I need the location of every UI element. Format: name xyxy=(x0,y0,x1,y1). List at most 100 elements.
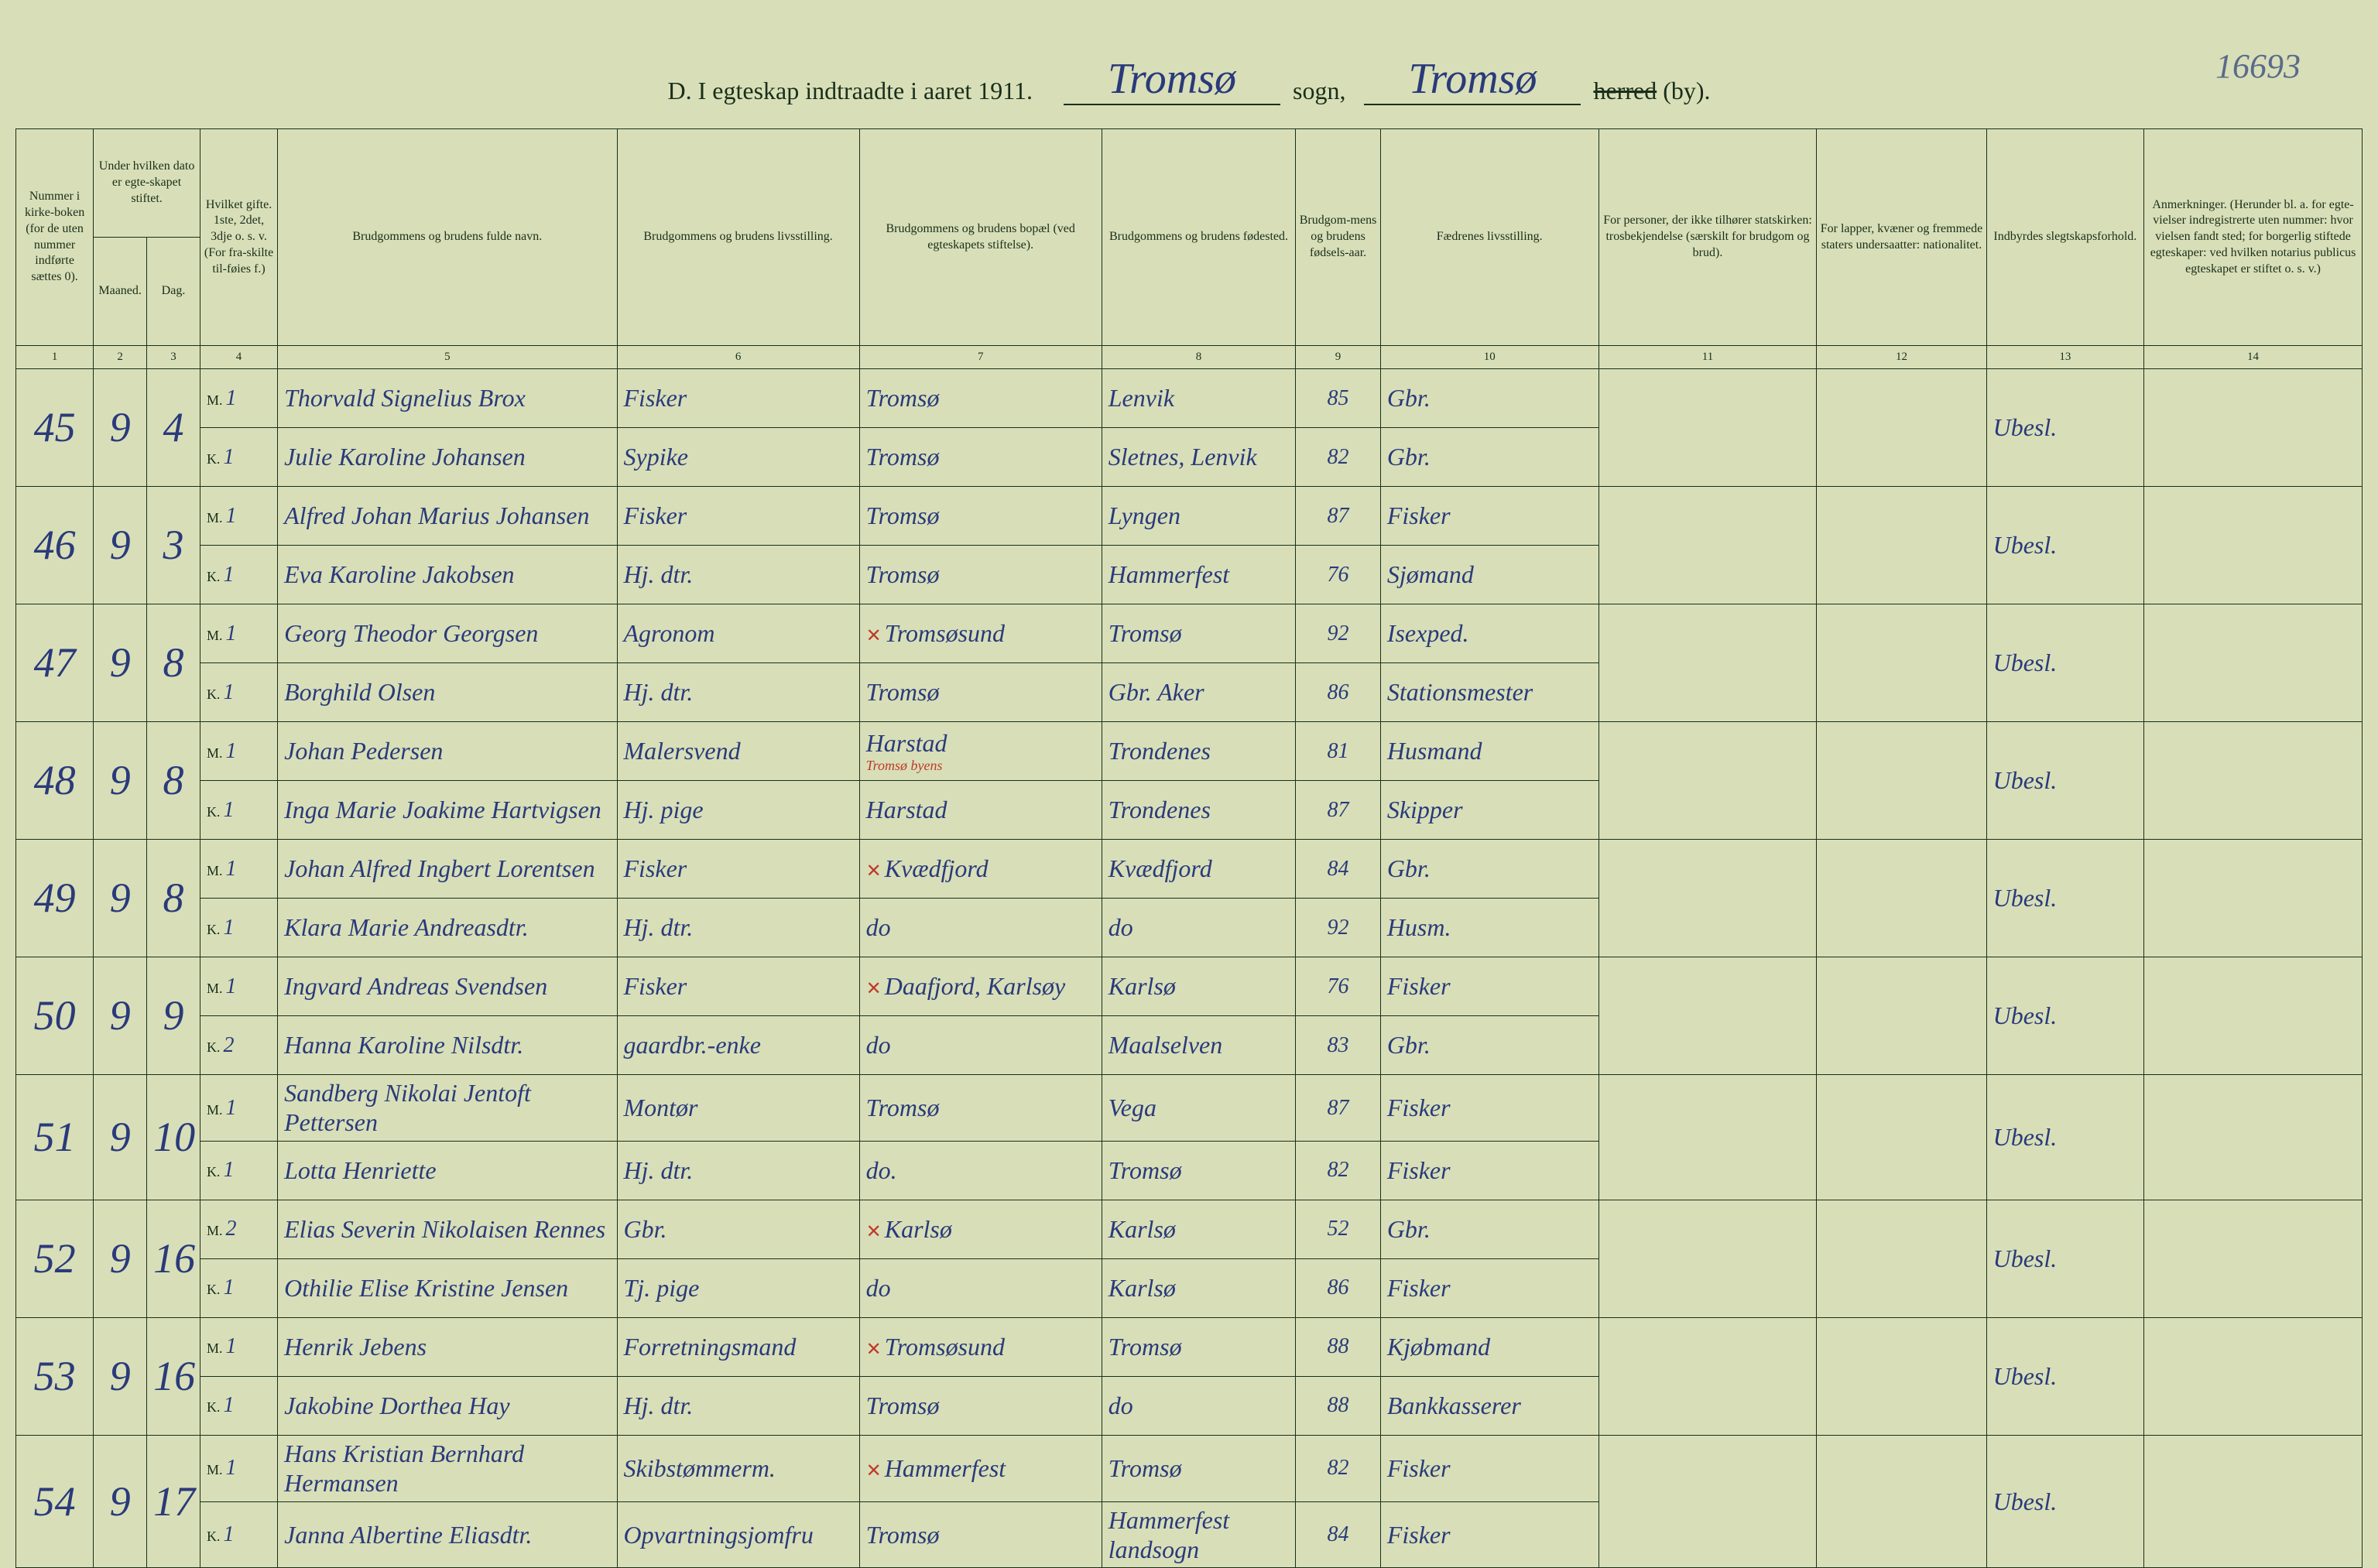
residence-cell: Daafjord, Karlsøy xyxy=(859,957,1102,1016)
residence-cell: Tromsø xyxy=(859,1501,1102,1568)
residence-cell: do xyxy=(859,899,1102,957)
name-cell: Johan Pedersen xyxy=(278,722,617,781)
occupation-cell: Tj. pige xyxy=(617,1258,859,1317)
residence-cell: Tromsø xyxy=(859,369,1102,428)
occupation-cell: Fisker xyxy=(617,840,859,899)
gifte-cell: K.1 xyxy=(200,1141,277,1200)
register-table: Nummer i kirke-boken (for de uten nummer… xyxy=(15,128,2363,1568)
colnum: 10 xyxy=(1380,346,1598,369)
title-year: 1 xyxy=(1014,77,1026,104)
father-occ-cell: Skipper xyxy=(1380,781,1598,840)
name-cell: Klara Marie Andreasdtr. xyxy=(278,899,617,957)
table-row: 4594M.1Thorvald Signelius BroxFiskerTrom… xyxy=(16,369,2363,428)
hdr-maaned: Maaned. xyxy=(94,238,147,346)
gifte-cell: M.1 xyxy=(200,369,277,428)
gifte-cell: M.2 xyxy=(200,1200,277,1258)
name-cell: Georg Theodor Georgsen xyxy=(278,604,617,663)
row-day: 9 xyxy=(147,957,200,1075)
table-row: 4998M.1Johan Alfred Ingbert LorentsenFis… xyxy=(16,840,2363,899)
gifte-cell: M.1 xyxy=(200,604,277,663)
occupation-cell: Hj. pige xyxy=(617,781,859,840)
table-row: 54917M.1Hans Kristian Bernhard Hermansen… xyxy=(16,1435,2363,1501)
birthplace-cell: Sletnes, Lenvik xyxy=(1102,428,1295,487)
form-title: D. I egteskap indtraadte i aaret 1911. T… xyxy=(15,54,2363,105)
row-month: 9 xyxy=(94,722,147,840)
confession-cell xyxy=(1598,1200,1817,1317)
row-day: 3 xyxy=(147,487,200,604)
remarks-cell xyxy=(2144,487,2363,604)
residence-cell: Tromsø xyxy=(859,663,1102,722)
occupation-cell: Hj. dtr. xyxy=(617,1141,859,1200)
father-occ-cell: Husm. xyxy=(1380,899,1598,957)
colnum: 14 xyxy=(2144,346,2363,369)
residence-cell: Tromsø xyxy=(859,487,1102,546)
title-prefix: D. I egteskap indtraadte i aaret 191 xyxy=(668,77,1015,104)
occupation-cell: Forretningsmand xyxy=(617,1317,859,1376)
row-day: 10 xyxy=(147,1075,200,1200)
remarks-cell xyxy=(2144,1200,2363,1317)
father-occ-cell: Sjømand xyxy=(1380,546,1598,604)
gifte-cell: M.1 xyxy=(200,722,277,781)
residence-cell: Tromsøsund xyxy=(859,604,1102,663)
gifte-cell: K.1 xyxy=(200,428,277,487)
birthyear-cell: 82 xyxy=(1296,1141,1381,1200)
hdr-fodselsaar: Brudgom-mens og brudens fødsels-aar. xyxy=(1296,129,1381,346)
father-occ-cell: Fisker xyxy=(1380,1501,1598,1568)
occupation-cell: Hj. dtr. xyxy=(617,546,859,604)
confession-cell xyxy=(1598,1075,1817,1200)
kinship-cell: Ubesl. xyxy=(1986,957,2144,1075)
birthyear-cell: 88 xyxy=(1296,1317,1381,1376)
kinship-cell: Ubesl. xyxy=(1986,1435,2144,1568)
father-occ-cell: Isexped. xyxy=(1380,604,1598,663)
confession-cell xyxy=(1598,1317,1817,1435)
gifte-cell: M.1 xyxy=(200,1435,277,1501)
birthplace-cell: Trondenes xyxy=(1102,781,1295,840)
birthplace-cell: Karlsø xyxy=(1102,1200,1295,1258)
birthplace-cell: Hammerfest xyxy=(1102,546,1295,604)
residence-cell: Tromsø xyxy=(859,1075,1102,1142)
gifte-cell: M.1 xyxy=(200,957,277,1016)
remarks-cell xyxy=(2144,1317,2363,1435)
occupation-cell: Hj. dtr. xyxy=(617,1376,859,1435)
occupation-cell: Hj. dtr. xyxy=(617,663,859,722)
colnum: 13 xyxy=(1986,346,2144,369)
birthplace-cell: Tromsø xyxy=(1102,1141,1295,1200)
colnum: 12 xyxy=(1817,346,1986,369)
confession-cell xyxy=(1598,1435,1817,1568)
birthplace-cell: Lyngen xyxy=(1102,487,1295,546)
father-occ-cell: Fisker xyxy=(1380,1435,1598,1501)
birthplace-cell: Hammerfest landsogn xyxy=(1102,1501,1295,1568)
row-month: 9 xyxy=(94,1435,147,1568)
name-cell: Jakobine Dorthea Hay xyxy=(278,1376,617,1435)
birthyear-cell: 92 xyxy=(1296,899,1381,957)
table-header: Nummer i kirke-boken (for de uten nummer… xyxy=(16,129,2363,369)
colnum: 5 xyxy=(278,346,617,369)
row-day: 8 xyxy=(147,722,200,840)
hdr-fodested: Brudgommens og brudens fødested. xyxy=(1102,129,1295,346)
table-row: 51910M.1Sandberg Nikolai Jentoft Petters… xyxy=(16,1075,2363,1142)
nationality-cell xyxy=(1817,1317,1986,1435)
birthplace-cell: do xyxy=(1102,1376,1295,1435)
birthyear-cell: 76 xyxy=(1296,546,1381,604)
name-cell: Inga Marie Joakime Hartvigsen xyxy=(278,781,617,840)
row-month: 9 xyxy=(94,1317,147,1435)
row-number: 52 xyxy=(16,1200,94,1317)
remarks-cell xyxy=(2144,604,2363,722)
row-month: 9 xyxy=(94,1200,147,1317)
hdr-slegtskap: Indbyrdes slegtskapsforhold. xyxy=(1986,129,2144,346)
sogn-value: Tromsø xyxy=(1064,54,1280,105)
father-occ-cell: Gbr. xyxy=(1380,369,1598,428)
nationality-cell xyxy=(1817,840,1986,957)
row-month: 9 xyxy=(94,487,147,604)
colnum: 2 xyxy=(94,346,147,369)
row-number: 48 xyxy=(16,722,94,840)
name-cell: Alfred Johan Marius Johansen xyxy=(278,487,617,546)
kinship-cell: Ubesl. xyxy=(1986,1075,2144,1200)
nationality-cell xyxy=(1817,722,1986,840)
colnum: 6 xyxy=(617,346,859,369)
name-cell: Hanna Karoline Nilsdtr. xyxy=(278,1016,617,1075)
hdr-gifte: Hvilket gifte. 1ste, 2det, 3dje o. s. v.… xyxy=(200,129,277,346)
row-month: 9 xyxy=(94,957,147,1075)
confession-cell xyxy=(1598,487,1817,604)
name-cell: Lotta Henriette xyxy=(278,1141,617,1200)
